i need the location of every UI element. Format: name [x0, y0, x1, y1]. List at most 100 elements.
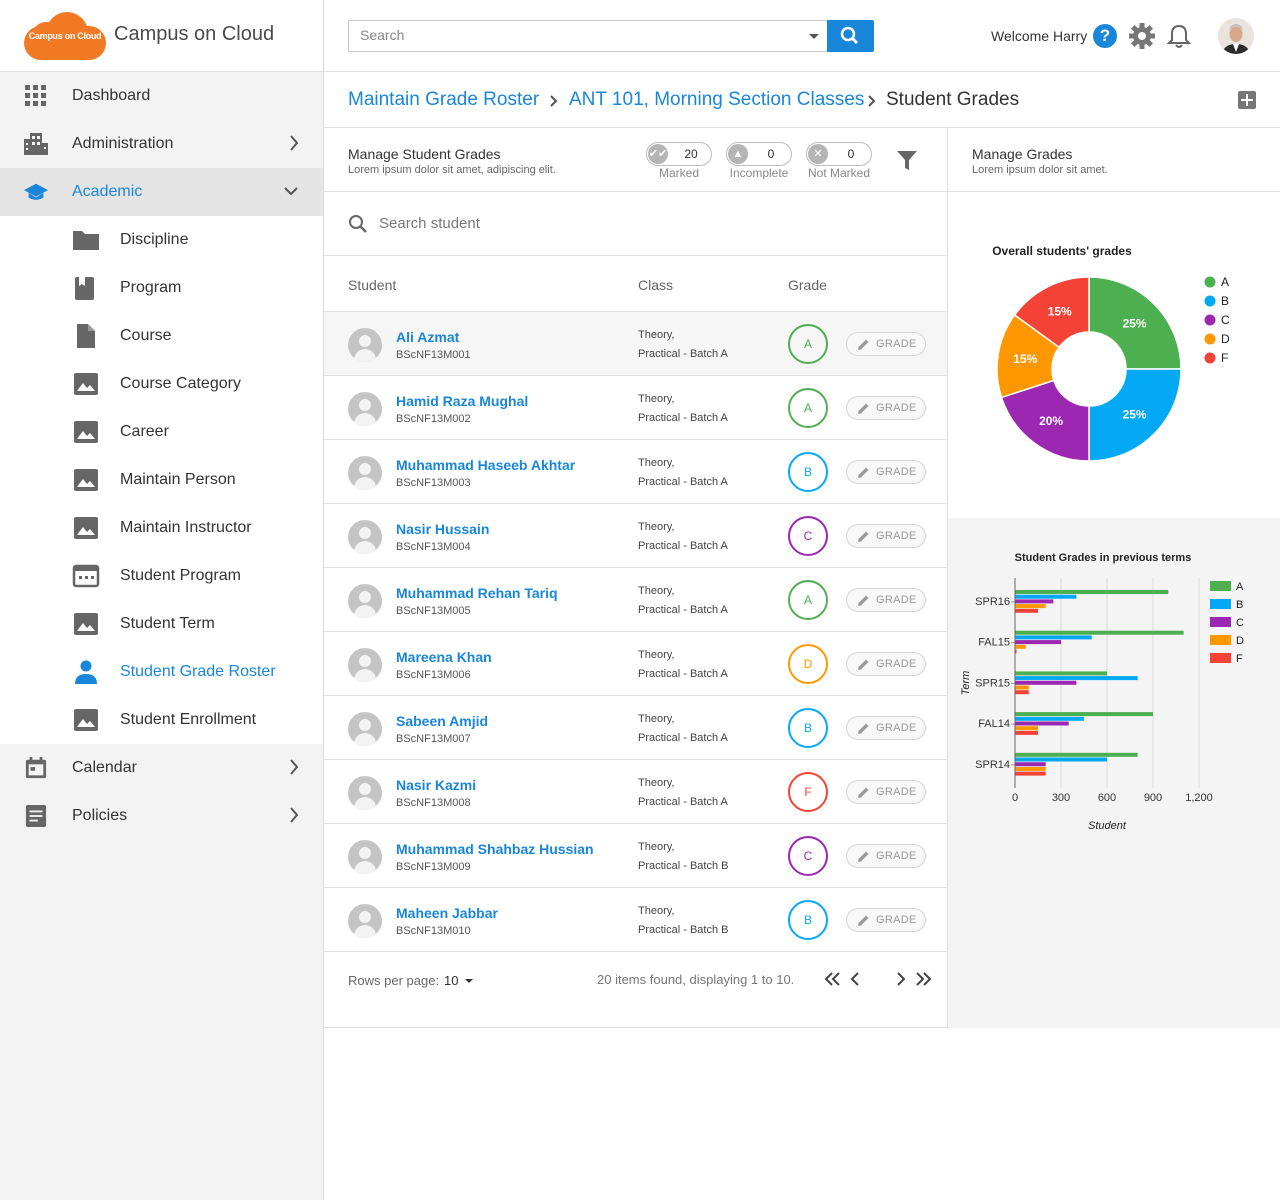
- sidebar-item-maintain-person[interactable]: Maintain Person: [0, 456, 323, 504]
- bar-SPR15-F[interactable]: [1015, 690, 1029, 695]
- sidebar-item-program[interactable]: Program: [0, 264, 323, 312]
- table-row[interactable]: Maheen Jabbar BScNF13M010 Theory, Practical…: [324, 888, 947, 952]
- sidebar-item-academic[interactable]: Academic: [0, 168, 323, 216]
- table-row[interactable]: Sabeen Amjid BScNF13M007 Theory, Practical …: [324, 696, 947, 760]
- breadcrumb-link-grade-roster[interactable]: Maintain Grade Roster: [348, 89, 540, 110]
- grade-button[interactable]: GRADE: [846, 396, 926, 420]
- bar-FAL15-C[interactable]: [1015, 640, 1061, 645]
- cloud-logo-icon[interactable]: Campus on Cloud: [24, 12, 106, 60]
- grade-button[interactable]: GRADE: [846, 588, 926, 612]
- table-row[interactable]: Mareena Khan BScNF13M006 Theory, Practical …: [324, 632, 947, 696]
- bar-SPR14-D[interactable]: [1015, 766, 1046, 771]
- bar-SPR16-A[interactable]: [1015, 590, 1169, 594]
- previous-page-icon[interactable]: [849, 968, 861, 990]
- table-row[interactable]: Nasir Hussain BScNF13M004 Theory, Practical…: [324, 504, 947, 568]
- grade-button[interactable]: GRADE: [846, 844, 926, 868]
- student-name-link[interactable]: Nasir Kazmi: [396, 777, 477, 793]
- student-name-link[interactable]: Nasir Hussain: [396, 521, 490, 537]
- help-icon[interactable]: ?: [1093, 24, 1117, 48]
- student-name-link[interactable]: Mareena Khan: [396, 649, 492, 665]
- bar-SPR14-C[interactable]: [1015, 762, 1046, 767]
- table-row[interactable]: Ali Azmat BScNF13M001 Theory, Practical - B…: [324, 312, 947, 376]
- grade-button[interactable]: GRADE: [846, 460, 926, 484]
- bar-SPR15-A[interactable]: [1015, 671, 1107, 676]
- pie-slice-C[interactable]: [1000, 379, 1090, 462]
- bar-SPR16-B[interactable]: [1015, 594, 1077, 599]
- student-name-link[interactable]: Hamid Raza Mughal: [396, 393, 529, 409]
- table-row[interactable]: Muhammad Shahbaz Hussian BScNF13M009 Theor…: [324, 824, 947, 888]
- search-button[interactable]: [827, 20, 874, 52]
- grade-button[interactable]: GRADE: [846, 780, 926, 804]
- sidebar-item-discipline[interactable]: Discipline: [0, 216, 323, 264]
- bar-SPR14-A[interactable]: [1015, 752, 1138, 757]
- student-name-link[interactable]: Maheen Jabbar: [396, 905, 498, 921]
- first-page-icon[interactable]: [824, 968, 842, 990]
- bar-SPR16-D[interactable]: [1015, 604, 1046, 609]
- bar-SPR15-C[interactable]: [1015, 680, 1077, 685]
- bar-SPR14-B[interactable]: [1015, 757, 1107, 762]
- bar-FAL14-A[interactable]: [1015, 712, 1153, 717]
- student-name-link[interactable]: Muhammad Haseeb Akhtar: [396, 457, 576, 473]
- student-search-input[interactable]: [379, 215, 679, 232]
- filter-icon[interactable]: [897, 151, 917, 171]
- sidebar-item-student-term[interactable]: Student Term: [0, 600, 323, 648]
- last-page-icon[interactable]: [914, 968, 932, 990]
- next-page-icon[interactable]: [895, 968, 907, 990]
- bar-FAL15-A[interactable]: [1015, 630, 1184, 635]
- bar-SPR16-F[interactable]: [1015, 608, 1038, 613]
- column-header-grade[interactable]: Grade: [788, 277, 827, 293]
- rows-per-page-select[interactable]: 10: [444, 973, 459, 988]
- bar-FAL14-C[interactable]: [1015, 721, 1069, 726]
- pie-slice-B[interactable]: [1088, 368, 1182, 462]
- grade-button[interactable]: GRADE: [846, 716, 926, 740]
- search-dropdown-caret-icon[interactable]: [809, 34, 819, 39]
- sidebar-item-course-category[interactable]: Course Category: [0, 360, 323, 408]
- bar-SPR15-B[interactable]: [1015, 676, 1138, 681]
- user-avatar[interactable]: [1218, 18, 1254, 54]
- bell-icon[interactable]: [1167, 23, 1191, 49]
- table-row[interactable]: Hamid Raza Mughal BScNF13M002 Theory, Pract…: [324, 376, 947, 440]
- student-name-link[interactable]: Ali Azmat: [396, 329, 460, 345]
- column-header-student[interactable]: Student: [348, 277, 397, 293]
- bar-FAL15-D[interactable]: [1015, 644, 1026, 649]
- not-marked-stat[interactable]: ✕ 0: [806, 142, 872, 166]
- grade-button[interactable]: GRADE: [846, 652, 926, 676]
- student-name-link[interactable]: Muhammad Rehan Tariq: [396, 585, 558, 601]
- bar-FAL14-F[interactable]: [1015, 730, 1038, 735]
- bar-SPR14-F[interactable]: [1015, 771, 1046, 776]
- grade-button[interactable]: GRADE: [846, 524, 926, 548]
- bar-SPR16-C[interactable]: [1015, 599, 1054, 604]
- bar-FAL14-B[interactable]: [1015, 716, 1084, 721]
- student-name-link[interactable]: Sabeen Amjid: [396, 713, 489, 729]
- sidebar-item-course[interactable]: Course: [0, 312, 323, 360]
- sidebar-item-dashboard[interactable]: Dashboard: [0, 72, 323, 120]
- sidebar-item-career[interactable]: Career: [0, 408, 323, 456]
- table-row[interactable]: Muhammad Rehan Tariq BScNF13M005 Theory, Pr…: [324, 568, 947, 632]
- pie-slice-A[interactable]: [1088, 276, 1182, 370]
- bar-FAL14-D[interactable]: [1015, 726, 1038, 731]
- bar-FAL15-B[interactable]: [1015, 635, 1092, 640]
- pie-slice-F[interactable]: [1013, 276, 1090, 349]
- sidebar-item-student-enrollment[interactable]: Student Enrollment: [0, 696, 323, 744]
- student-name-link[interactable]: Muhammad Shahbaz Hussian: [396, 841, 594, 857]
- grade-button[interactable]: GRADE: [846, 332, 926, 356]
- column-header-class[interactable]: Class: [638, 277, 674, 293]
- global-search-input[interactable]: [360, 27, 800, 43]
- breadcrumb-link-class[interactable]: ANT 101, Morning Section Classes: [569, 89, 865, 110]
- table-row[interactable]: Muhammad Haseeb Akhtar BScNF13M003 Theory,…: [324, 440, 947, 504]
- sidebar-item-administration[interactable]: Administration: [0, 120, 323, 168]
- marked-stat[interactable]: ✔✔ 20: [646, 142, 712, 166]
- sidebar-item-calendar[interactable]: Calendar: [0, 744, 323, 792]
- bar-FAL15-F[interactable]: [1015, 649, 1017, 654]
- sidebar-item-maintain-instructor[interactable]: Maintain Instructor: [0, 504, 323, 552]
- bar-SPR15-D[interactable]: [1015, 685, 1029, 690]
- add-box-icon[interactable]: [1238, 91, 1256, 109]
- gear-icon[interactable]: [1129, 23, 1155, 49]
- table-row[interactable]: Nasir Kazmi BScNF13M008 Theory, Practical -…: [324, 760, 947, 824]
- incomplete-stat[interactable]: ▲ 0: [726, 142, 792, 166]
- sidebar-item-student-program[interactable]: Student Program: [0, 552, 323, 600]
- sidebar-item-student-grade-roster[interactable]: Student Grade Roster: [0, 648, 323, 696]
- sidebar-item-policies[interactable]: Policies: [0, 792, 323, 840]
- grade-button[interactable]: GRADE: [846, 908, 926, 932]
- caret-down-icon[interactable]: [465, 979, 473, 983]
